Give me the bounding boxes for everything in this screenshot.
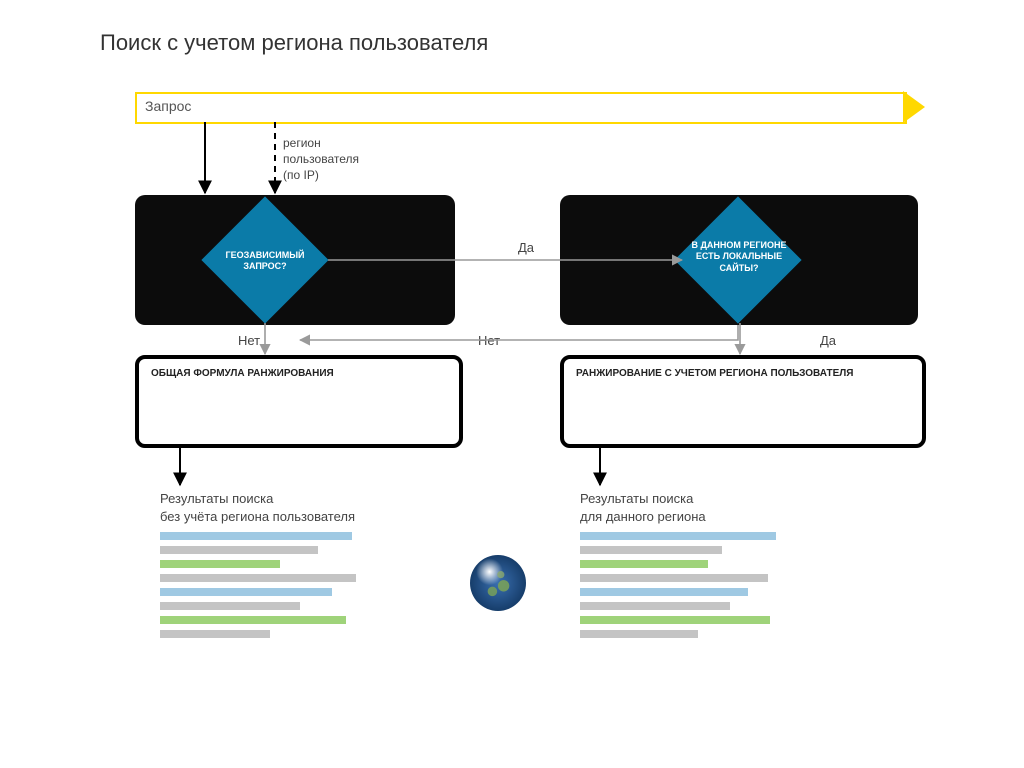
result-bar	[580, 574, 768, 582]
search-label: Запрос	[137, 94, 905, 118]
decision-1-label: ГЕОЗАВИСИМЫЙ ЗАПРОС?	[220, 250, 310, 273]
edge-no-2: Нет	[478, 333, 500, 348]
result-bar	[160, 546, 318, 554]
ranking-left-label: ОБЩАЯ ФОРМУЛА РАНЖИРОВАНИЯ	[139, 359, 459, 389]
globe-icon	[470, 555, 526, 611]
flowchart-canvas: Поиск с учетом региона пользователя Запр…	[0, 0, 1024, 768]
result-bar	[160, 630, 270, 638]
ranking-box-right: РАНЖИРОВАНИЕ С УЧЕТОМ РЕГИОНА ПОЛЬЗОВАТЕ…	[560, 355, 926, 448]
result-bar	[580, 588, 748, 596]
result-bar	[160, 560, 280, 568]
result-bar	[160, 588, 332, 596]
region-note: регион пользователя (по IP)	[283, 135, 359, 184]
results-bars-right	[580, 532, 776, 644]
results-caption-right: Результаты поиска для данного региона	[580, 490, 706, 525]
search-bar: Запрос	[135, 92, 907, 124]
result-bar	[580, 560, 708, 568]
edge-yes-2: Да	[820, 333, 836, 348]
result-bar	[580, 546, 722, 554]
edge-yes-1: Да	[518, 240, 534, 255]
results-bars-left	[160, 532, 356, 644]
result-bar	[160, 616, 346, 624]
edge-no-1: Нет	[238, 333, 260, 348]
ranking-right-label: РАНЖИРОВАНИЕ С УЧЕТОМ РЕГИОНА ПОЛЬЗОВАТЕ…	[564, 359, 922, 389]
result-bar	[160, 574, 356, 582]
result-bar	[580, 616, 770, 624]
result-bar	[580, 630, 698, 638]
ranking-box-left: ОБЩАЯ ФОРМУЛА РАНЖИРОВАНИЯ	[135, 355, 463, 448]
result-bar	[160, 532, 352, 540]
search-arrow-icon	[903, 91, 925, 123]
results-caption-left: Результаты поиска без учёта региона поль…	[160, 490, 355, 525]
page-title: Поиск с учетом региона пользователя	[100, 30, 488, 56]
result-bar	[580, 602, 730, 610]
result-bar	[580, 532, 776, 540]
result-bar	[160, 602, 300, 610]
decision-2-label: В ДАННОМ РЕГИОНЕ ЕСТЬ ЛОКАЛЬНЫЕ САЙТЫ?	[690, 240, 788, 274]
